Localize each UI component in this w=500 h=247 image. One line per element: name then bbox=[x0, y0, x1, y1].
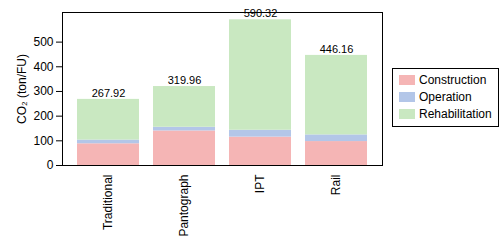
svg-text:267.92: 267.92 bbox=[92, 87, 126, 99]
svg-text:400: 400 bbox=[33, 60, 53, 74]
html-text:Operation: Operation bbox=[419, 90, 472, 104]
svg-text:Pantograph: Pantograph bbox=[177, 175, 191, 237]
html-text:Rehabilitation: Rehabilitation bbox=[419, 107, 492, 121]
svg-text:100: 100 bbox=[33, 134, 53, 148]
svg-text:0: 0 bbox=[47, 158, 54, 172]
svg-text:200: 200 bbox=[33, 109, 53, 123]
svg-text:Traditional: Traditional bbox=[101, 175, 115, 231]
svg-text:319.96: 319.96 bbox=[168, 74, 202, 86]
svg-text:Rail: Rail bbox=[329, 175, 343, 196]
svg-text:500: 500 bbox=[33, 35, 53, 49]
svg-text:CO₂ (ton/FU): CO₂ (ton/FU) bbox=[15, 54, 29, 124]
svg-text:IPT: IPT bbox=[253, 174, 267, 193]
svg-text:446.16: 446.16 bbox=[320, 43, 354, 55]
svg-text:300: 300 bbox=[33, 84, 53, 98]
html-text:Construction: Construction bbox=[419, 73, 487, 87]
svg-text:590.32: 590.32 bbox=[244, 7, 278, 19]
